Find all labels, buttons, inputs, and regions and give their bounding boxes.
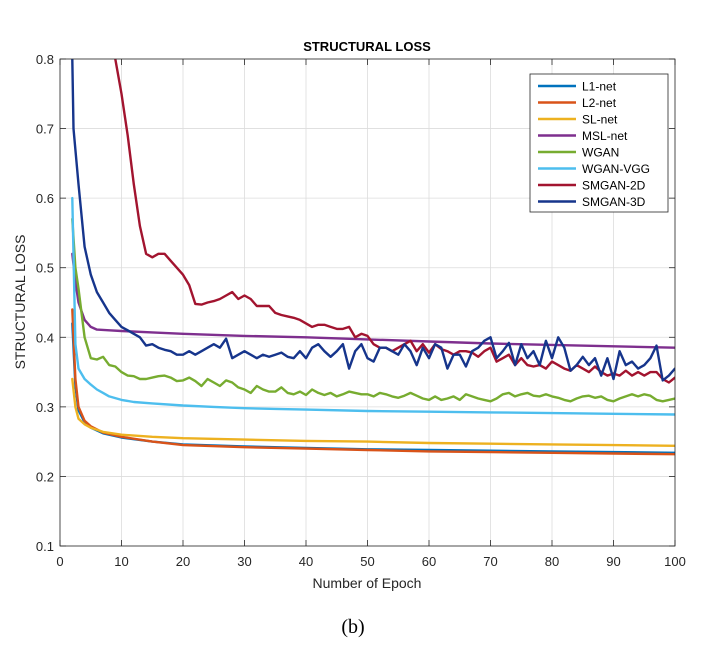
line-chart: 0 10 20 30 40 50 60 70 80 90 100 0.1 0.2 0.3 0.4 0.5 0.6… bbox=[12, 39, 686, 591]
series-line-wgan-vgg bbox=[71, 196, 675, 416]
chart-title: STRUCTURAL LOSS bbox=[303, 39, 431, 54]
x-tick-label: 40 bbox=[299, 554, 313, 569]
y-tick-label: 0.4 bbox=[36, 330, 54, 345]
y-tick-label: 0.6 bbox=[36, 191, 54, 206]
series-line-wgan bbox=[71, 217, 675, 403]
x-axis-label: Number of Epoch bbox=[313, 575, 422, 591]
y-tick-label: 0.1 bbox=[36, 539, 54, 554]
legend-entry: MSL-net bbox=[582, 129, 628, 143]
x-tick-label: 100 bbox=[664, 554, 686, 569]
x-tick-label: 0 bbox=[56, 554, 63, 569]
legend: L1-net L2-net SL-net MSL-net WGAN WGAN-VGG SMG… bbox=[529, 73, 669, 213]
x-tick-label: 60 bbox=[422, 554, 436, 569]
legend-box bbox=[529, 73, 669, 213]
legend-entry: SL-net bbox=[582, 113, 618, 127]
y-tick-label: 0.7 bbox=[36, 122, 54, 137]
x-tick-label: 30 bbox=[237, 554, 251, 569]
y-tick-label: 0.8 bbox=[36, 52, 54, 67]
y-tick-label: 0.3 bbox=[36, 400, 54, 415]
figure-caption: (b) bbox=[341, 616, 365, 638]
legend-entry: L2-net bbox=[582, 96, 617, 110]
x-tick-label: 70 bbox=[483, 554, 497, 569]
series-line-sl-net bbox=[71, 377, 675, 447]
series-line-l2-net bbox=[71, 308, 675, 456]
x-tick-label: 90 bbox=[606, 554, 620, 569]
legend-entry: WGAN bbox=[582, 146, 619, 160]
x-tick-label: 20 bbox=[176, 554, 190, 569]
x-tick-label: 10 bbox=[114, 554, 128, 569]
legend-entry: SMGAN-3D bbox=[582, 195, 646, 209]
legend-entry: SMGAN-2D bbox=[582, 179, 646, 193]
x-tick-label: 50 bbox=[360, 554, 374, 569]
x-tick-label: 80 bbox=[545, 554, 559, 569]
legend-entry: L1-net bbox=[582, 80, 617, 94]
axis-ticks: 0 10 20 30 40 50 60 70 80 90 100 0.1 0.2 0.3 0.4 0.5 0.6… bbox=[36, 52, 686, 569]
series-line-msl-net bbox=[71, 252, 675, 349]
series-line-smgan-3d bbox=[71, 59, 675, 382]
legend-entry: WGAN-VGG bbox=[582, 162, 650, 176]
y-axis-label: STRUCTURAL LOSS bbox=[12, 235, 28, 370]
y-tick-label: 0.5 bbox=[36, 261, 54, 276]
series-layer bbox=[71, 59, 675, 456]
y-tick-label: 0.2 bbox=[36, 469, 54, 484]
series-line-smgan-2d bbox=[114, 59, 675, 384]
